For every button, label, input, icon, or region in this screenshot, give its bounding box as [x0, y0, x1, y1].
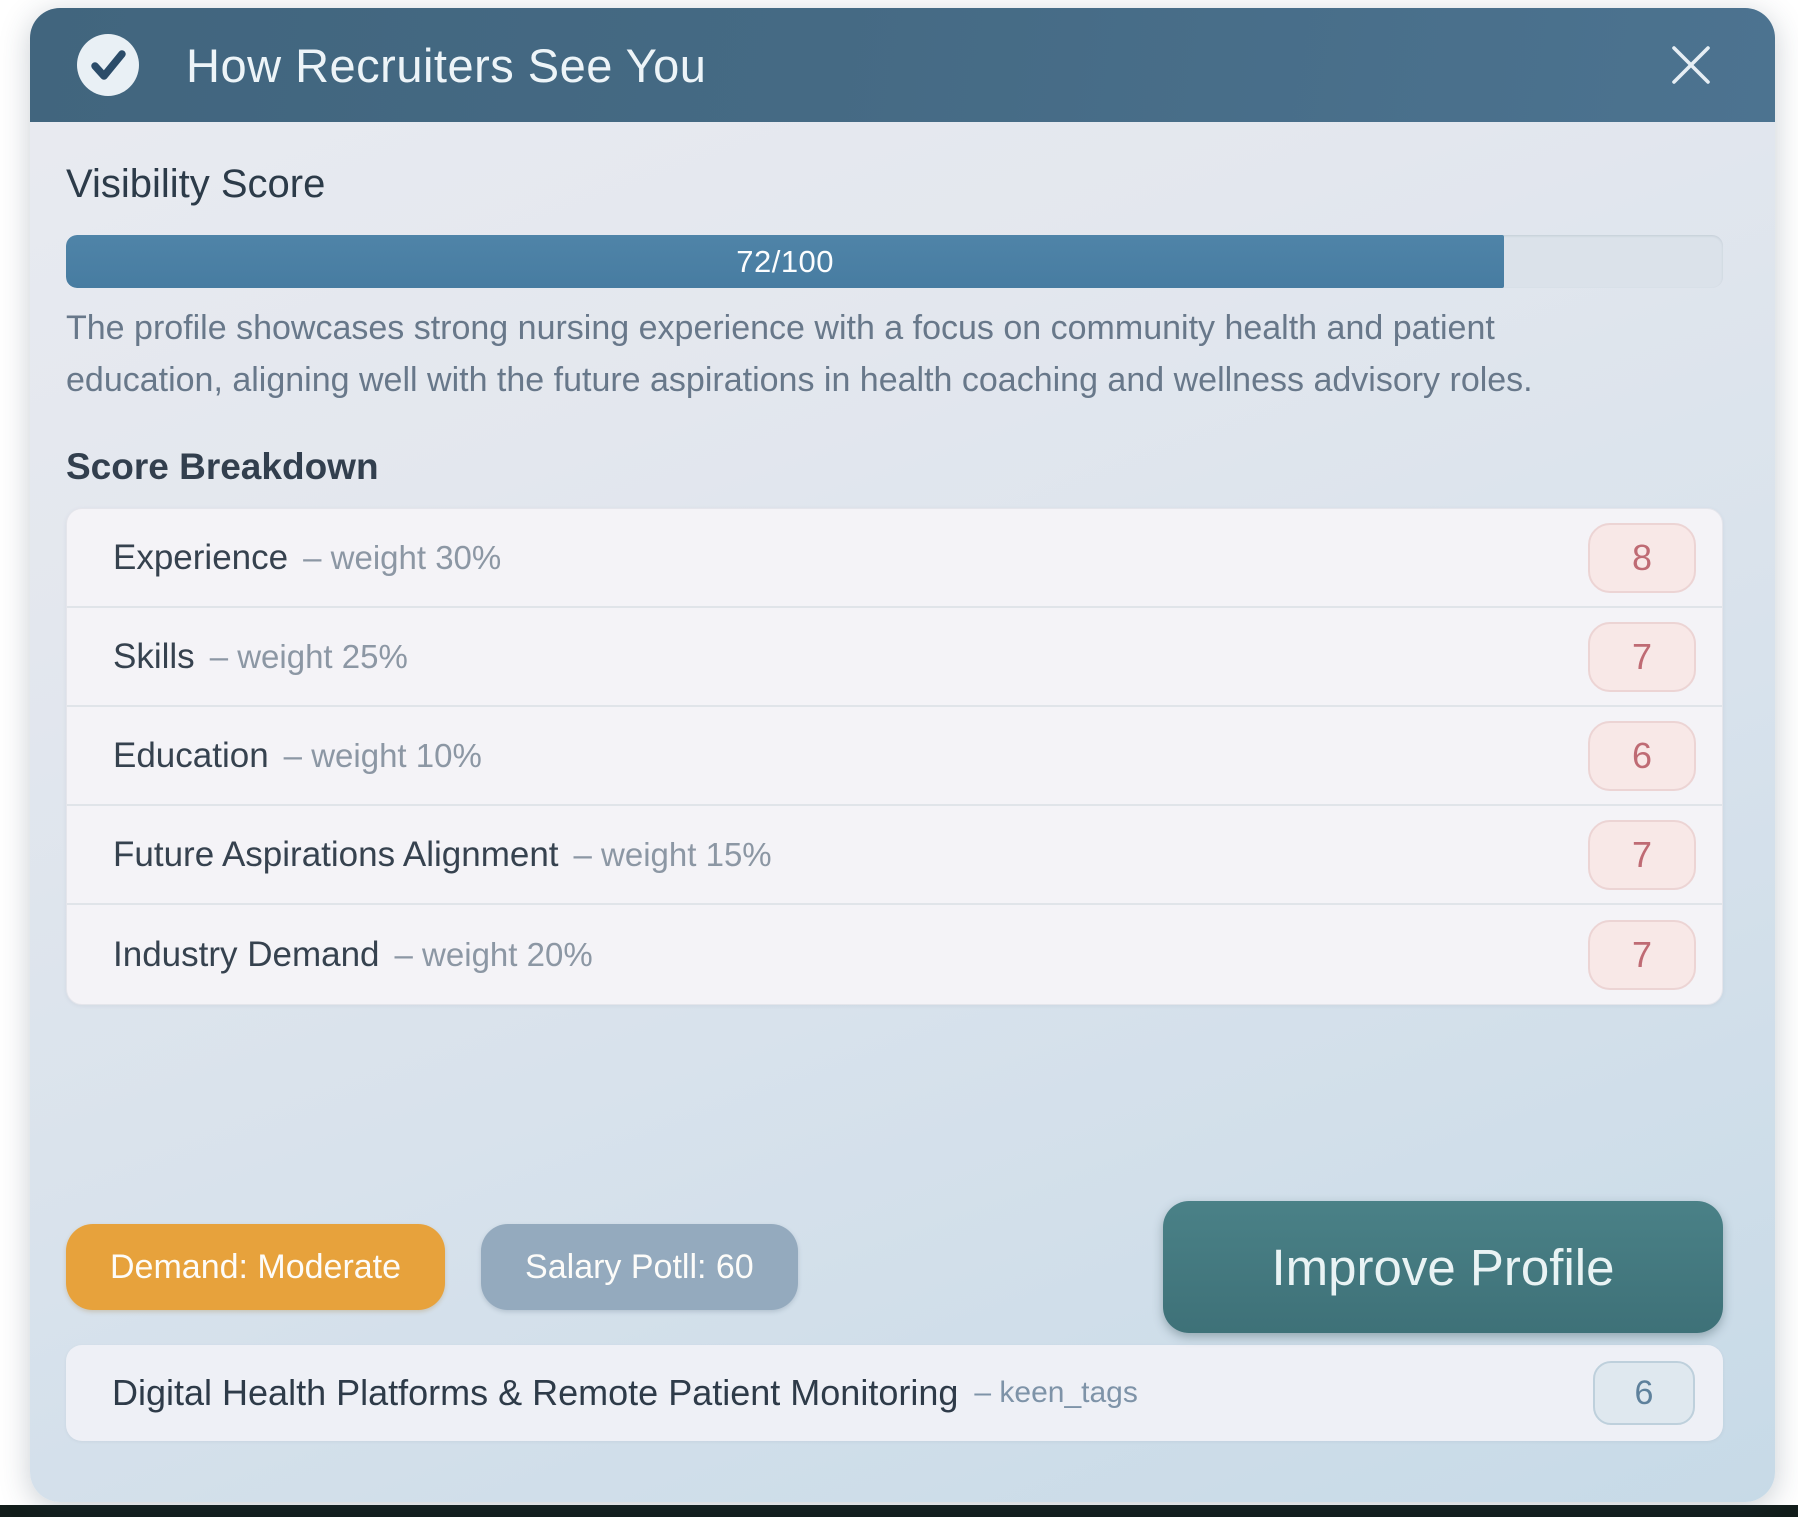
breakdown-row-skills: Skills – weight 25% 7	[67, 608, 1722, 707]
visibility-description: The profile showcases strong nursing exp…	[66, 309, 1533, 399]
demand-badge: Demand: Moderate	[66, 1224, 446, 1310]
recruiter-view-modal: How Recruiters See You Visibility Score …	[30, 8, 1775, 1502]
visibility-progress-fill: 72/100	[66, 235, 1505, 288]
score-badge: 8	[1588, 522, 1696, 593]
score-badge: 6	[1588, 720, 1696, 791]
row-weight: – weight 10%	[283, 736, 482, 774]
row-label: Industry Demand	[113, 934, 380, 974]
breakdown-row-industry-demand: Industry Demand – weight 20% 7	[67, 905, 1722, 1004]
modal-header: How Recruiters See You	[30, 8, 1775, 122]
check-circle-icon	[76, 33, 140, 97]
visibility-progress-label: 72/100	[736, 243, 835, 279]
breakdown-row-experience: Experience – weight 30% 8	[67, 509, 1722, 608]
row-weight: – weight 20%	[394, 935, 593, 973]
modal-body: Visibility Score 72/100 The profile show…	[30, 162, 1775, 1441]
row-weight: – weight 25%	[209, 637, 408, 675]
tags-row-title: Digital Health Platforms & Remote Patien…	[112, 1372, 959, 1413]
row-weight: – weight 30%	[303, 538, 502, 576]
breakdown-row-future-aspirations: Future Aspirations Alignment – weight 15…	[67, 806, 1722, 905]
row-label: Experience	[113, 537, 289, 577]
row-label: Skills	[113, 636, 195, 676]
breakdown-row-education: Education – weight 10% 6	[67, 707, 1722, 806]
keen-tags-row: Digital Health Platforms & Remote Patien…	[66, 1345, 1723, 1441]
row-label: Future Aspirations Alignment	[113, 834, 559, 874]
tag-count-badge: 6	[1593, 1361, 1695, 1425]
close-icon[interactable]	[1665, 39, 1717, 91]
visibility-progress-track: 72/100	[66, 235, 1723, 288]
footer-row: Demand: Moderate Salary Potll: 60 Improv…	[66, 1201, 1723, 1333]
score-badge: 7	[1588, 621, 1696, 692]
score-badge: 7	[1588, 919, 1696, 990]
salary-potential-badge: Salary Potll: 60	[481, 1224, 798, 1310]
improve-profile-button[interactable]: Improve Profile	[1163, 1201, 1723, 1333]
modal-title: How Recruiters See You	[186, 38, 707, 92]
row-weight: – weight 15%	[573, 835, 772, 873]
visibility-score-heading: Visibility Score	[66, 162, 326, 206]
screen-bottom-edge	[0, 1505, 1798, 1517]
score-breakdown-heading: Score Breakdown	[66, 446, 379, 487]
score-breakdown-card: Experience – weight 30% 8 Skills – weigh…	[66, 508, 1723, 1005]
row-label: Education	[113, 735, 269, 775]
tags-row-suffix: – keen_tags	[974, 1376, 1138, 1409]
score-badge: 7	[1588, 819, 1696, 890]
